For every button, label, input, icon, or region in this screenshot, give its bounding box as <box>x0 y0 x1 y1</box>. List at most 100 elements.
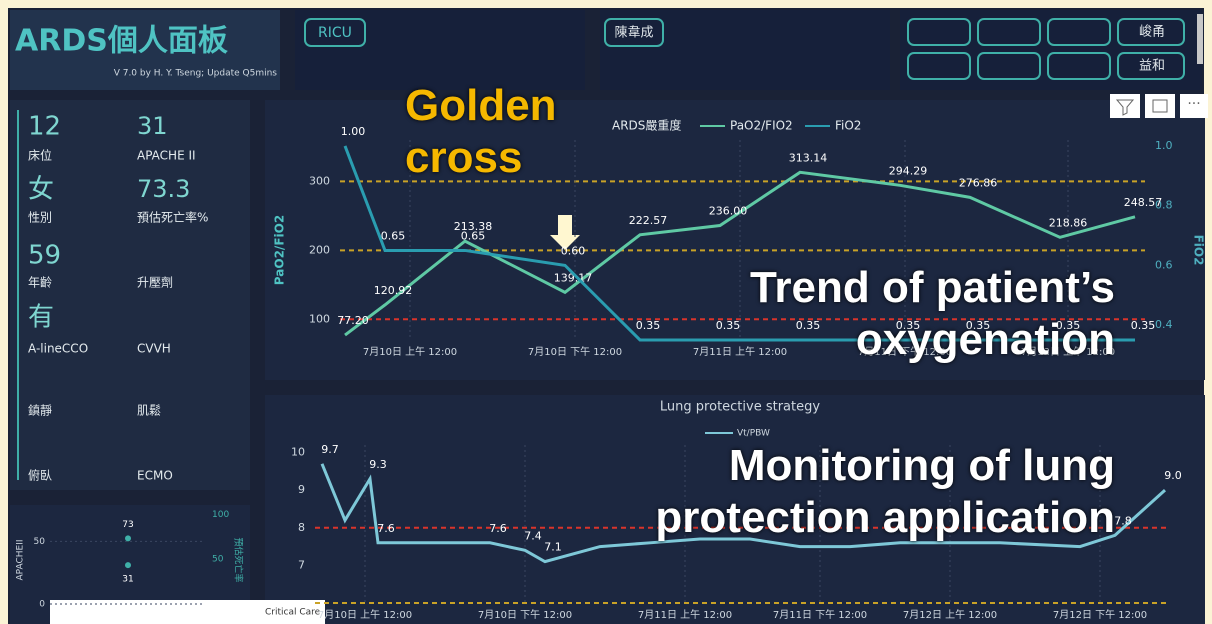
data-line <box>343 145 1135 342</box>
annotation: Monitoring of lung protection applicatio… <box>655 441 1115 542</box>
patient-label: ECMO <box>137 469 173 483</box>
y2-tick-label: 1.0 <box>1155 139 1173 152</box>
staff-button[interactable] <box>907 18 971 46</box>
oxygenation-panel <box>265 100 1205 380</box>
annotation: Trend of patient’s oxygenation <box>749 263 1115 364</box>
dashboard-title: ARDS個人面板 <box>15 24 228 59</box>
y2-tick-label: 0.6 <box>1155 258 1173 271</box>
title-panel <box>10 10 280 90</box>
unit-button[interactable] <box>304 18 366 47</box>
y2-tick-label: 0.8 <box>1155 199 1173 212</box>
data-label: 0.35 <box>1131 319 1156 332</box>
doctor-button-label[interactable]: 陳韋成 <box>614 26 653 41</box>
y-axis-title: PaO2/FiO2 <box>273 215 287 285</box>
patient-label: 升壓劑 <box>137 275 173 290</box>
x-tick-label: 7月10日 上午 12:00 <box>318 608 412 621</box>
staff-name[interactable]: 益和 <box>1139 59 1165 74</box>
patient-label: A-lineCCO <box>28 342 88 356</box>
data-label: 9.7 <box>321 443 339 456</box>
unit-panel <box>295 10 585 90</box>
data-label: 0.35 <box>896 319 921 332</box>
y-tick-label: 200 <box>309 243 330 256</box>
staff-button[interactable] <box>1047 18 1111 46</box>
data-label: 236.00 <box>709 205 748 218</box>
x-tick-label: 7月10日 上午 12:00 <box>363 345 457 358</box>
x-tick-label: 7月10日 下午 12:00 <box>528 345 622 358</box>
version: V 7.0 by H. Y. Tseng; Update Q5mins <box>114 69 278 79</box>
staff-button[interactable] <box>907 52 971 80</box>
legend-label: Vt/PBW <box>737 429 770 439</box>
y2-axis-title: 預估死亡率 <box>233 537 245 582</box>
point <box>125 562 131 569</box>
data-label: 9.0 <box>1164 469 1182 482</box>
expand-icon[interactable] <box>1145 94 1175 118</box>
y-tick-label: 10 <box>291 446 305 459</box>
legend-label: FiO2 <box>835 119 861 133</box>
data-label: 9.3 <box>369 458 387 471</box>
patient-label: CVVH <box>137 342 171 356</box>
patient-value: 73.3 <box>137 175 190 203</box>
data-label: 0.35 <box>796 319 821 332</box>
toolbar: ··· <box>1110 94 1208 118</box>
annotation: Golden cross <box>405 81 557 182</box>
x-tick-label: 7月11日 上午 12:00 <box>638 608 732 621</box>
data-label: 7.1 <box>544 541 562 554</box>
staff-button[interactable] <box>1117 18 1185 46</box>
point <box>125 535 131 542</box>
staff-button[interactable] <box>1117 52 1185 80</box>
patient-label: 預估死亡率% <box>137 210 208 225</box>
y-axis-title: APACHEII <box>16 539 26 580</box>
data-label: 213.38 <box>454 220 493 233</box>
data-label: 7.6 <box>489 522 507 535</box>
data-label: 313.14 <box>789 151 828 164</box>
data-label: 77.20 <box>337 314 369 327</box>
x-tick-label: 7月12日 上午 12:00 <box>903 608 997 621</box>
data-label: 7.4 <box>524 529 542 542</box>
thumbnail-label: Critical Care <box>265 608 321 618</box>
x-tick-label: 7月12日 上午 12:00 <box>1021 345 1115 358</box>
data-label: 294.29 <box>889 164 928 177</box>
doctor-button[interactable] <box>604 18 664 47</box>
patient-panel <box>10 100 250 490</box>
patient-value: 59 <box>28 241 61 271</box>
x-tick-label: 7月12日 下午 12:00 <box>1053 608 1147 621</box>
data-line <box>344 170 1136 337</box>
y2-axis-title: FiO2 <box>1192 235 1206 266</box>
staff-name[interactable]: 峻甬 <box>1139 24 1165 40</box>
data-label: 1.00 <box>341 125 366 138</box>
y2-tick-label: 100 <box>212 510 229 520</box>
data-label: 31 <box>122 575 133 585</box>
data-label: 0.35 <box>636 319 661 332</box>
y-tick-label: 0 <box>39 600 45 610</box>
data-label: 0.35 <box>1056 319 1081 332</box>
patient-value: 12 <box>28 112 61 142</box>
data-label: 120.92 <box>374 284 413 297</box>
data-label: 0.60 <box>561 244 586 257</box>
patient-label: 床位 <box>28 148 52 163</box>
data-line <box>320 463 1167 564</box>
staff-button[interactable] <box>977 52 1041 80</box>
unit-button-label[interactable]: RICU <box>318 25 352 41</box>
patient-value: 女 <box>28 175 54 205</box>
x-tick-label: 7月11日 上午 12:00 <box>693 345 787 358</box>
data-label: 7.8 <box>1114 514 1132 527</box>
y2-tick-label: 50 <box>212 555 224 565</box>
y-tick-label: 50 <box>34 537 46 547</box>
patient-label: 俯臥 <box>28 468 52 483</box>
more-icon[interactable] <box>1180 94 1208 118</box>
chart-title: ARDS嚴重度 <box>612 118 681 133</box>
expand-glyph <box>1152 99 1168 113</box>
data-label: 0.65 <box>461 229 486 242</box>
patient-label: 性別 <box>28 211 52 225</box>
staff-button[interactable] <box>977 18 1041 46</box>
chart-title: Lung protective strategy <box>660 400 820 415</box>
staff-button[interactable] <box>1047 52 1111 80</box>
patient-value: 有 <box>28 303 54 333</box>
patient-label: 肌鬆 <box>137 403 161 418</box>
data-label: 73 <box>122 520 133 530</box>
data-label: 276.86 <box>959 176 998 189</box>
data-label: 0.35 <box>966 319 991 332</box>
filter-glyph <box>1115 99 1135 116</box>
